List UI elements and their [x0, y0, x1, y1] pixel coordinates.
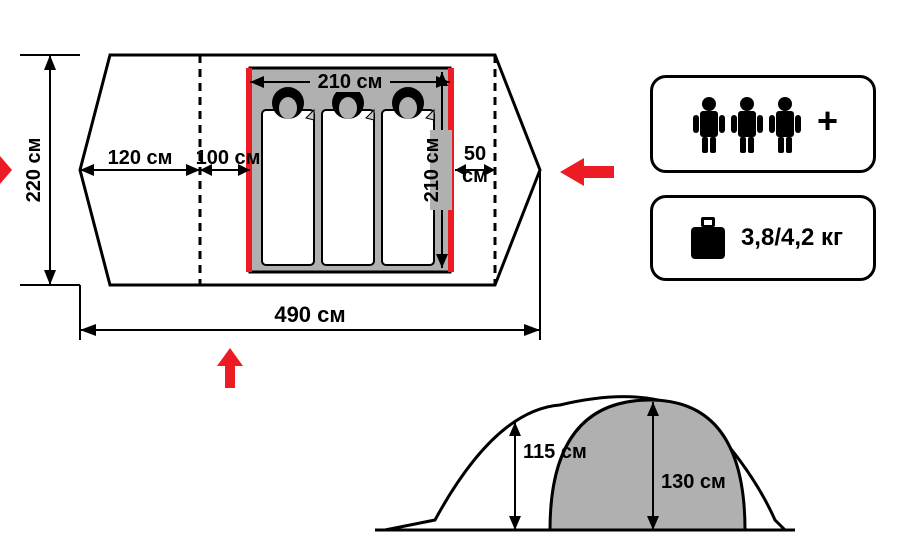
dim-total-label: 490 см — [274, 302, 345, 327]
info-weight: 3,8/4,2 кг — [650, 195, 876, 281]
dim-inner-height-label: 210 см — [421, 138, 443, 203]
entrance-arrow-left — [0, 156, 12, 184]
dim-sec1-label: 120 см — [108, 147, 173, 169]
capacity-plus: + — [817, 100, 838, 141]
dim-h2-label: 130 см — [661, 471, 726, 493]
people-icon: + — [683, 89, 843, 159]
dim-h1-label: 115 см — [523, 441, 587, 463]
weight-icon — [683, 213, 733, 263]
dim-inner-width-label: 210 см — [318, 71, 383, 93]
dim-height-label: 220 см — [23, 138, 45, 203]
weight-label: 3,8/4,2 кг — [741, 224, 843, 252]
sleeper-1 — [262, 87, 314, 265]
dim-sec1: 120 см — [80, 147, 200, 176]
dim-height: 220 см — [20, 55, 80, 285]
entrance-arrow-right — [558, 152, 618, 192]
dim-sec3-unit: см — [462, 165, 488, 187]
side-view: 115 см 130 см — [375, 370, 795, 550]
dim-sec2-label: 100 см — [196, 147, 261, 169]
info-capacity: + — [650, 75, 876, 173]
sleeper-2 — [322, 87, 374, 265]
entrance-arrow-bottom — [217, 348, 243, 388]
dim-sec3: 50 см — [455, 143, 495, 187]
plan-view: 220 см 210 см — [0, 30, 560, 400]
dim-sec3-label: 50 — [464, 143, 486, 165]
